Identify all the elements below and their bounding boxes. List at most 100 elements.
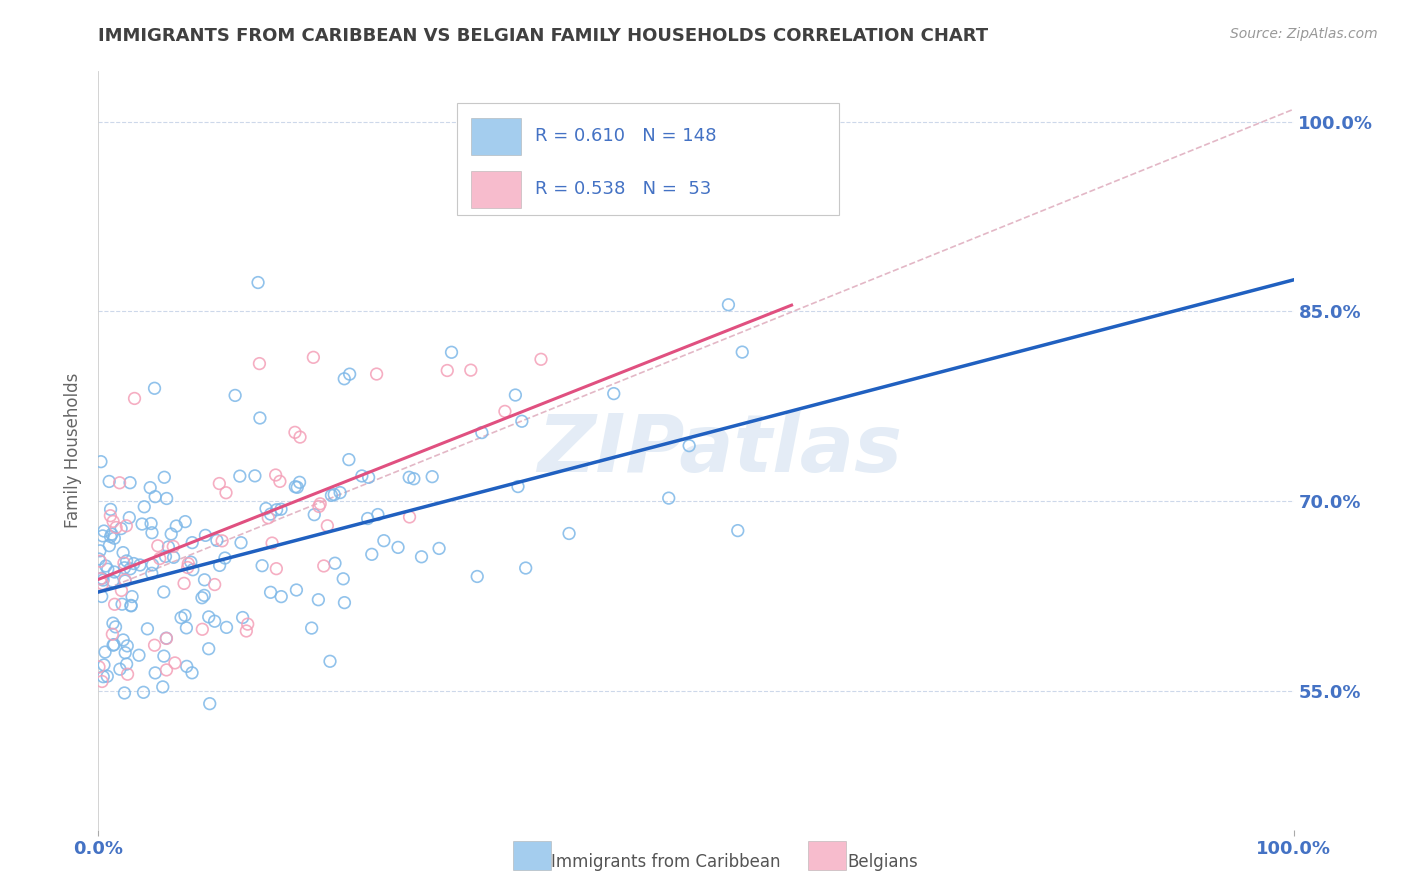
Point [323,556,346,570]
Point [505,388,527,402]
Point [357,470,380,484]
Point [111,597,134,611]
Point [143,638,166,652]
Point [460,363,482,377]
Point [247,276,270,290]
Point [98,539,121,553]
Point [366,367,388,381]
Point [132,685,155,699]
Point [678,439,700,453]
Point [530,352,553,367]
Point [250,558,273,573]
Point [411,549,433,564]
Point [360,547,382,561]
Text: R = 0.610   N = 148: R = 0.610 N = 148 [534,127,716,145]
Point [176,621,198,635]
Point [727,524,749,538]
Point [270,502,292,516]
Point [181,535,204,549]
Point [101,627,124,641]
Point [193,588,215,602]
Point [115,518,138,533]
Point [259,585,281,599]
Point [163,656,186,670]
Point [90,590,112,604]
Point [329,485,352,500]
Point [731,345,754,359]
Point [312,558,335,573]
Text: R = 0.538   N =  53: R = 0.538 N = 53 [534,180,711,198]
Point [215,485,238,500]
Point [142,558,165,572]
Point [108,662,131,676]
Point [129,558,152,572]
Point [232,610,254,624]
Point [266,562,288,576]
Point [114,573,136,587]
Point [98,475,121,489]
Point [136,622,159,636]
Point [143,381,166,395]
Point [304,508,326,522]
Point [112,556,135,570]
Point [120,599,142,613]
Point [108,475,131,490]
Point [316,518,339,533]
Point [143,665,166,680]
Point [101,515,124,529]
Point [197,641,219,656]
Point [191,591,214,605]
Text: Immigrants from Caribbean: Immigrants from Caribbean [551,853,780,871]
Point [141,525,163,540]
Point [319,654,342,668]
Point [332,572,354,586]
Point [115,639,138,653]
Point [180,555,202,569]
Point [284,425,307,440]
Point [94,645,117,659]
Point [288,475,311,490]
Point [259,507,281,521]
Point [93,524,115,538]
Point [398,470,420,484]
Point [229,535,252,549]
Point [117,667,139,681]
Point [91,573,114,587]
Point [114,686,136,700]
Text: Belgians: Belgians [848,853,918,871]
Point [118,510,141,524]
Point [176,659,198,673]
Point [208,476,231,491]
Point [91,529,114,543]
Point [309,497,332,511]
Point [155,631,177,645]
Point [323,487,346,501]
Point [112,546,135,560]
Point [131,516,153,531]
Point [121,590,143,604]
Point [97,562,120,576]
Point [658,491,681,505]
Point [105,520,128,534]
Point [262,536,284,550]
Point [339,367,361,381]
Point [254,501,277,516]
Point [153,649,176,664]
Point [197,610,219,624]
Point [90,572,112,586]
Point [494,404,516,418]
Point [122,557,145,571]
Point [198,697,221,711]
Point [515,561,537,575]
Point [235,624,257,638]
Text: Source: ZipAtlas.com: Source: ZipAtlas.com [1230,27,1378,41]
Point [149,551,172,566]
Point [269,475,291,489]
Point [302,351,325,365]
Point [139,516,162,531]
Point [193,573,215,587]
Point [134,500,156,514]
FancyBboxPatch shape [471,119,522,155]
Point [112,632,135,647]
Point [558,526,581,541]
